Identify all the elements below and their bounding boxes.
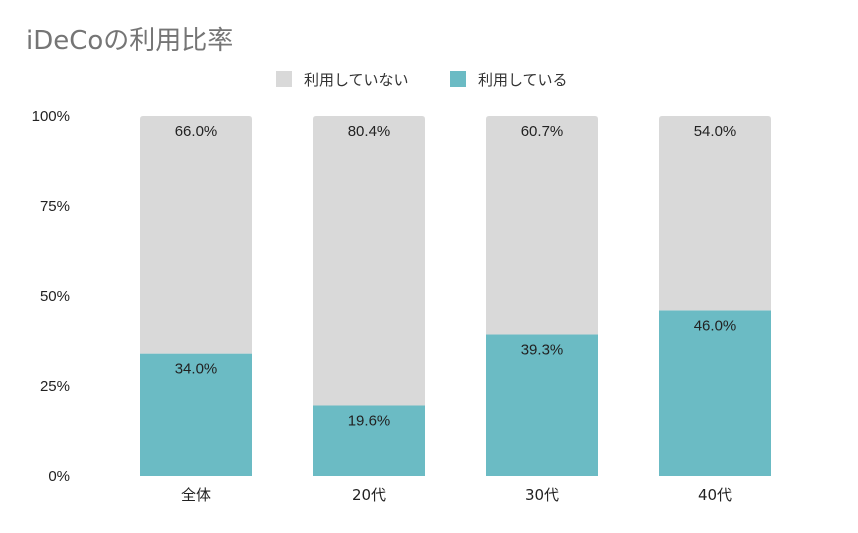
legend-label: 利用している xyxy=(478,71,568,89)
data-label: 46.0% xyxy=(694,317,737,334)
bar-segment-not-using xyxy=(140,116,252,354)
y-tick-label: 50% xyxy=(40,288,70,305)
bar-segment-not-using xyxy=(659,116,771,311)
y-tick-label: 25% xyxy=(40,378,70,395)
x-axis: 全体 20代 30代 40代 xyxy=(181,486,732,504)
bar-segment-using xyxy=(486,334,598,476)
x-tick-label: 20代 xyxy=(352,486,386,504)
bar-segment-using xyxy=(313,405,425,476)
bar-segment-not-using xyxy=(313,116,425,406)
x-tick-label: 全体 xyxy=(181,486,211,504)
bar-group: 34.0% 66.0% xyxy=(140,116,252,476)
bars: 34.0% 66.0% 19.6% 80.4% 39.3% 60.7% 46.0% 54.0% xyxy=(140,116,771,476)
legend-item: 利用している xyxy=(450,71,568,89)
bar-group: 46.0% 54.0% xyxy=(659,116,771,476)
bar-group: 19.6% 80.4% xyxy=(313,116,425,476)
data-label: 66.0% xyxy=(175,123,218,140)
data-label: 19.6% xyxy=(348,412,391,429)
legend-item: 利用していない xyxy=(276,71,409,89)
data-label: 39.3% xyxy=(521,342,564,359)
y-axis: 0% 25% 50% 75% 100% xyxy=(32,108,70,485)
legend: 利用していない 利用している xyxy=(276,71,568,89)
bar-segment-using xyxy=(140,353,252,476)
legend-swatch xyxy=(450,71,466,87)
bar-segment-using xyxy=(659,310,771,476)
y-tick-label: 100% xyxy=(32,108,70,125)
y-tick-label: 0% xyxy=(48,468,70,485)
data-label: 60.7% xyxy=(521,123,564,140)
legend-label: 利用していない xyxy=(304,71,409,89)
x-tick-label: 30代 xyxy=(525,486,559,504)
y-tick-label: 75% xyxy=(40,198,70,215)
bar-group: 39.3% 60.7% xyxy=(486,116,598,476)
data-label: 54.0% xyxy=(694,123,737,140)
chart-title: iDeCoの利用比率 xyxy=(26,26,234,56)
x-tick-label: 40代 xyxy=(698,486,732,504)
legend-swatch xyxy=(276,71,292,87)
data-label: 80.4% xyxy=(348,123,391,140)
data-label: 34.0% xyxy=(175,361,218,378)
bar-segment-not-using xyxy=(486,116,598,335)
